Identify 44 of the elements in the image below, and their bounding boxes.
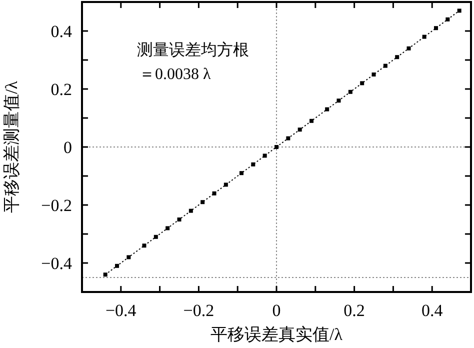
point xyxy=(406,46,411,50)
point xyxy=(422,34,426,39)
point xyxy=(154,234,158,239)
y-tick-label: 0 xyxy=(64,138,72,157)
point xyxy=(177,218,182,222)
x-tick-label: −0.4 xyxy=(105,301,137,320)
point xyxy=(142,244,146,248)
point xyxy=(103,272,108,277)
point xyxy=(298,128,302,132)
point xyxy=(200,200,205,204)
point xyxy=(395,55,400,60)
point xyxy=(212,191,216,196)
point xyxy=(188,208,193,213)
y-tick-label: −0.4 xyxy=(41,254,72,273)
point xyxy=(224,182,228,187)
point xyxy=(457,8,462,13)
point xyxy=(310,118,314,123)
point xyxy=(262,154,267,158)
point xyxy=(325,107,330,112)
y-tick-label: 0.4 xyxy=(50,22,72,41)
point xyxy=(126,255,131,260)
point xyxy=(166,226,170,230)
y-tick-label: −0.2 xyxy=(41,196,72,215)
point xyxy=(251,162,256,166)
point xyxy=(434,26,438,30)
annotation: 测量误差均方根 xyxy=(137,41,249,59)
y-axis-title: 平移误差测量值/λ xyxy=(2,80,21,213)
point xyxy=(286,136,290,140)
x-tick-label: −0.2 xyxy=(183,301,214,320)
point xyxy=(336,98,341,103)
x-axis-title: 平移误差真实值/λ xyxy=(210,325,344,344)
point xyxy=(360,81,364,86)
point xyxy=(372,72,376,76)
point xyxy=(115,264,120,268)
point xyxy=(383,64,388,68)
point xyxy=(239,171,244,176)
annotation: ＝0.0038 λ xyxy=(139,66,211,83)
x-tick-label: 0 xyxy=(272,301,281,320)
x-tick-label: 0.4 xyxy=(421,301,444,320)
x-tick-label: 0.2 xyxy=(344,301,365,320)
point xyxy=(446,17,450,22)
point xyxy=(274,145,278,149)
point xyxy=(348,90,352,94)
y-tick-label: 0.2 xyxy=(50,80,72,99)
